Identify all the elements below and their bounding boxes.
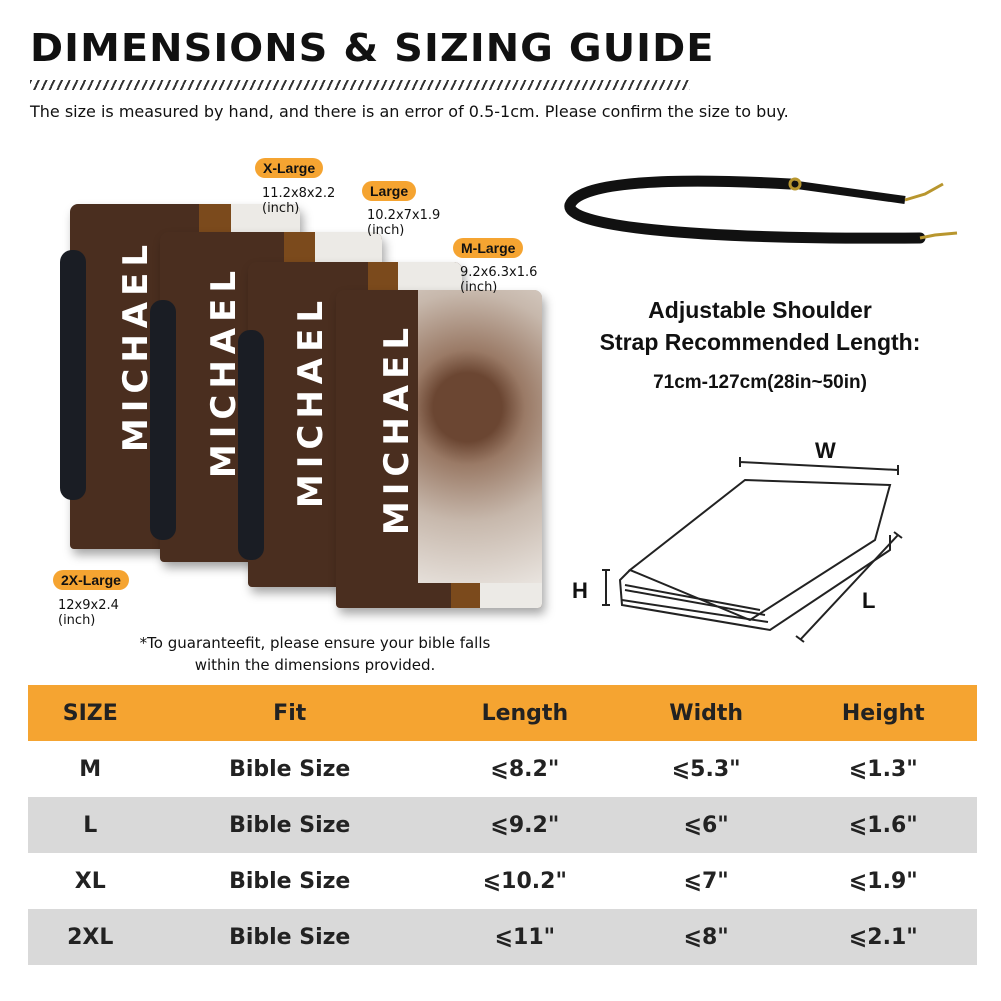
cell-height: ⩽1.3" (848, 756, 918, 782)
strap-heading-line2: Strap Recommended Length: (599, 329, 921, 355)
cell-height: ⩽2.1" (789, 909, 977, 965)
header-width: Width (622, 685, 790, 741)
header-fit: Fit (152, 685, 427, 741)
header-height: Height (789, 685, 977, 741)
handle (60, 250, 86, 500)
cell-size: 2XL (28, 909, 153, 965)
cover-m: MICHAEL (336, 290, 542, 608)
header-length: Length (426, 685, 623, 741)
measurement-note: The size is measured by hand, and there … (30, 102, 789, 121)
size-badge-2xlarge: 2X-Large (53, 570, 129, 590)
cell-height: ⩽1.9" (848, 868, 918, 894)
length-label: L (862, 588, 876, 613)
cell-width: ⩽5.3" (671, 756, 741, 782)
page-title: DIMENSIONS & SIZING GUIDE (30, 26, 715, 70)
size-unit: (inch) (460, 280, 498, 295)
cell-width: ⩽6" (622, 797, 790, 853)
guarantee-line2: within the dimensions provided. (194, 656, 436, 674)
cell-height: ⩽1.6" (789, 797, 977, 853)
height-label: H (572, 578, 588, 603)
cell-fit: Bible Size (152, 909, 427, 965)
strap-heading: Adjustable Shoulder Strap Recommended Len… (580, 294, 940, 358)
cell-fit: Bible Size (229, 868, 351, 894)
table-header: SIZE Fit Length Width Height (28, 685, 977, 741)
cell-width: ⩽7" (683, 868, 729, 894)
size-unit: (inch) (367, 223, 405, 238)
size-dims: 9.2x6.3x1.6 (460, 265, 538, 280)
size-badge-xlarge: X-Large (255, 158, 324, 178)
table-row: L Bible Size ⩽9.2" ⩽6" ⩽1.6" (28, 797, 977, 853)
size-table: SIZE Fit Length Width Height M Bible Size… (28, 685, 977, 965)
cell-size: M (79, 756, 102, 782)
table-row: M Bible Size ⩽8.2" ⩽5.3" ⩽1.3" (28, 741, 977, 797)
cell-size: L (28, 797, 153, 853)
size-dims: 10.2x7x1.9 (367, 208, 441, 223)
cell-length: ⩽11" (426, 909, 623, 965)
header-size: SIZE (28, 685, 153, 741)
cover-name: MICHAEL (377, 321, 418, 535)
strap-length: 71cm-127cm(28in~50in) (653, 372, 867, 393)
width-label: W (815, 438, 836, 463)
table-row: 2XL Bible Size ⩽11" ⩽8" ⩽2.1" (28, 909, 977, 965)
shoulder-strap-image (564, 175, 958, 244)
cell-width: ⩽8" (622, 909, 790, 965)
cell-length: ⩽9.2" (426, 797, 623, 853)
size-badge-large: Large (362, 181, 417, 201)
cell-size: XL (74, 868, 106, 894)
size-dims: 11.2x8x2.2 (262, 186, 336, 201)
book-dimension-diagram (602, 457, 903, 643)
guarantee-note: *To guaranteefit, please ensure your bib… (110, 632, 520, 676)
size-dims: 12x9x2.4 (58, 598, 119, 613)
cell-length: ⩽8.2" (490, 756, 560, 782)
size-unit: (inch) (58, 613, 96, 628)
handle (150, 300, 176, 540)
table-row: XL Bible Size ⩽10.2" ⩽7" ⩽1.9" (28, 853, 977, 909)
cell-length: ⩽10.2" (482, 868, 567, 894)
guarantee-line1: *To guaranteefit, please ensure your bib… (139, 634, 491, 652)
cover-name: MICHAEL (290, 294, 331, 508)
handle (238, 330, 264, 560)
hatch-divider (30, 80, 690, 90)
cell-fit: Bible Size (229, 756, 351, 782)
size-badge-mlarge: M-Large (453, 238, 524, 258)
cell-fit: Bible Size (152, 797, 427, 853)
strap-heading-line1: Adjustable Shoulder (648, 297, 872, 323)
size-unit: (inch) (262, 201, 300, 216)
